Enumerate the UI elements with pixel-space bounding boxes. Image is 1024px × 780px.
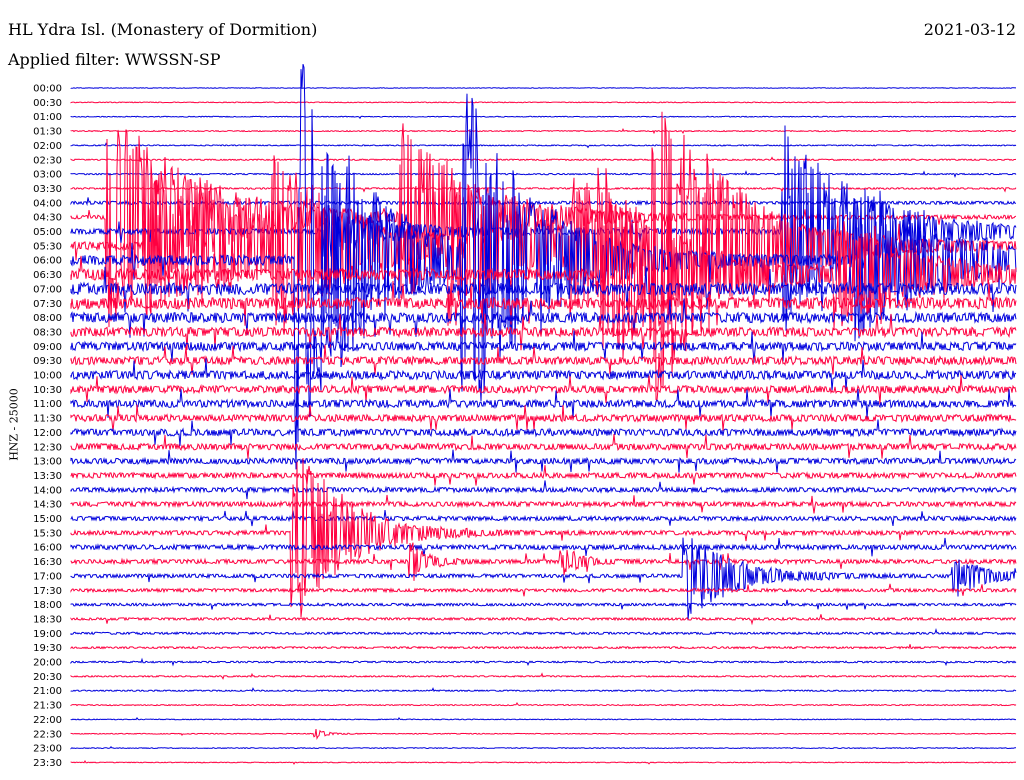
trace-line bbox=[70, 614, 1017, 626]
time-tick-label: 08:30 bbox=[33, 327, 62, 338]
trace-line bbox=[70, 115, 1017, 120]
trace-line bbox=[70, 687, 1017, 693]
trace-line bbox=[70, 419, 1017, 446]
time-tick-label: 16:00 bbox=[33, 543, 62, 554]
time-tick-label: 18:00 bbox=[33, 600, 62, 611]
trace-line bbox=[70, 510, 1017, 527]
trace-line bbox=[70, 542, 1017, 581]
filter-label: Applied filter: WWSSN-SP bbox=[8, 50, 221, 69]
time-tick-label: 05:30 bbox=[33, 241, 62, 252]
trace-line bbox=[70, 389, 1017, 419]
time-tick-label: 20:00 bbox=[33, 658, 62, 669]
trace-line bbox=[70, 87, 1016, 89]
trace-line bbox=[70, 170, 1017, 178]
plot-date: 2021-03-12 bbox=[923, 20, 1016, 39]
trace-line bbox=[70, 313, 1017, 351]
time-tick-label: 02:30 bbox=[33, 155, 62, 166]
trace-line bbox=[70, 760, 1017, 765]
time-tick-label: 10:00 bbox=[33, 371, 62, 382]
time-tick-label: 08:00 bbox=[33, 313, 62, 324]
time-tick-label: 03:00 bbox=[33, 170, 62, 181]
trace-line bbox=[70, 537, 1017, 621]
trace-line bbox=[70, 63, 1017, 470]
time-tick-label: 17:30 bbox=[33, 586, 62, 597]
trace-line bbox=[70, 186, 1017, 193]
time-tick-label: 22:00 bbox=[33, 715, 62, 726]
trace-line bbox=[70, 142, 1017, 149]
time-tick-label: 11:00 bbox=[33, 399, 62, 410]
trace-line bbox=[70, 599, 1017, 610]
trace-line bbox=[70, 465, 1017, 486]
trace-line bbox=[70, 196, 1016, 207]
time-tick-label: 04:00 bbox=[33, 198, 62, 209]
time-tick-label: 00:30 bbox=[33, 98, 62, 109]
time-tick-label: 12:00 bbox=[33, 428, 62, 439]
trace-line bbox=[70, 298, 1017, 338]
time-tick-label: 05:00 bbox=[33, 227, 62, 238]
trace-line bbox=[70, 537, 1017, 557]
trace-line bbox=[70, 375, 1017, 405]
trace-line bbox=[70, 404, 1017, 432]
trace-line bbox=[70, 746, 1016, 750]
time-tick-label: 00:00 bbox=[33, 84, 62, 95]
trace-line bbox=[70, 716, 1017, 721]
trace-line bbox=[70, 702, 1017, 707]
time-tick-label: 16:30 bbox=[33, 557, 62, 568]
trace-line bbox=[70, 657, 1017, 667]
time-tick-label: 15:00 bbox=[33, 514, 62, 525]
trace-line bbox=[70, 672, 1017, 680]
trace-line bbox=[70, 329, 1017, 363]
trace-line bbox=[70, 280, 1017, 326]
trace-line bbox=[70, 344, 1017, 375]
time-tick-label: 22:30 bbox=[33, 729, 62, 740]
time-tick-label: 23:00 bbox=[33, 744, 62, 755]
time-tick-label: 13:30 bbox=[33, 471, 62, 482]
time-tick-label: 21:00 bbox=[33, 686, 62, 697]
time-tick-label: 10:30 bbox=[33, 385, 62, 396]
trace-line bbox=[70, 644, 1017, 650]
trace-line bbox=[70, 101, 1016, 104]
trace-line bbox=[70, 156, 1017, 162]
time-tick-label: 23:30 bbox=[33, 758, 62, 769]
time-tick-label: 19:00 bbox=[33, 629, 62, 640]
time-tick-label: 18:30 bbox=[33, 614, 62, 625]
time-tick-label: 13:00 bbox=[33, 457, 62, 468]
time-tick-label: 01:00 bbox=[33, 112, 62, 123]
trace-line bbox=[70, 128, 1017, 135]
time-tick-label: 06:30 bbox=[33, 270, 62, 281]
time-tick-label: 17:00 bbox=[33, 571, 62, 582]
trace-line bbox=[70, 457, 1017, 618]
trace-line bbox=[70, 358, 1017, 392]
trace-line bbox=[70, 480, 1017, 500]
trace-line bbox=[70, 627, 1016, 636]
time-tick-label: 09:00 bbox=[33, 342, 62, 353]
time-tick-label: 02:00 bbox=[33, 141, 62, 152]
time-tick-label: 20:30 bbox=[33, 672, 62, 683]
trace-line bbox=[70, 167, 1017, 359]
trace-line bbox=[70, 583, 1017, 597]
time-tick-label: 11:30 bbox=[33, 414, 62, 425]
time-tick-label: 21:30 bbox=[33, 701, 62, 712]
time-tick-label: 19:30 bbox=[33, 643, 62, 654]
time-tick-label: 03:30 bbox=[33, 184, 62, 195]
time-tick-label: 07:00 bbox=[33, 284, 62, 295]
trace-line bbox=[70, 434, 1017, 459]
time-tick-label: 14:30 bbox=[33, 500, 62, 511]
trace-line bbox=[70, 494, 1017, 514]
time-tick-label: 15:30 bbox=[33, 528, 62, 539]
time-tick-label: 09:30 bbox=[33, 356, 62, 367]
trace-line bbox=[70, 449, 1017, 473]
time-tick-label: 12:30 bbox=[33, 442, 62, 453]
time-tick-label: 14:00 bbox=[33, 485, 62, 496]
time-tick-label: 06:00 bbox=[33, 256, 62, 267]
time-tick-label: 04:30 bbox=[33, 213, 62, 224]
time-tick-label: 07:30 bbox=[33, 299, 62, 310]
station-title: HL Ydra Isl. (Monastery of Dormition) bbox=[8, 20, 318, 39]
time-tick-label: 01:30 bbox=[33, 127, 62, 138]
trace-line bbox=[70, 729, 1017, 740]
